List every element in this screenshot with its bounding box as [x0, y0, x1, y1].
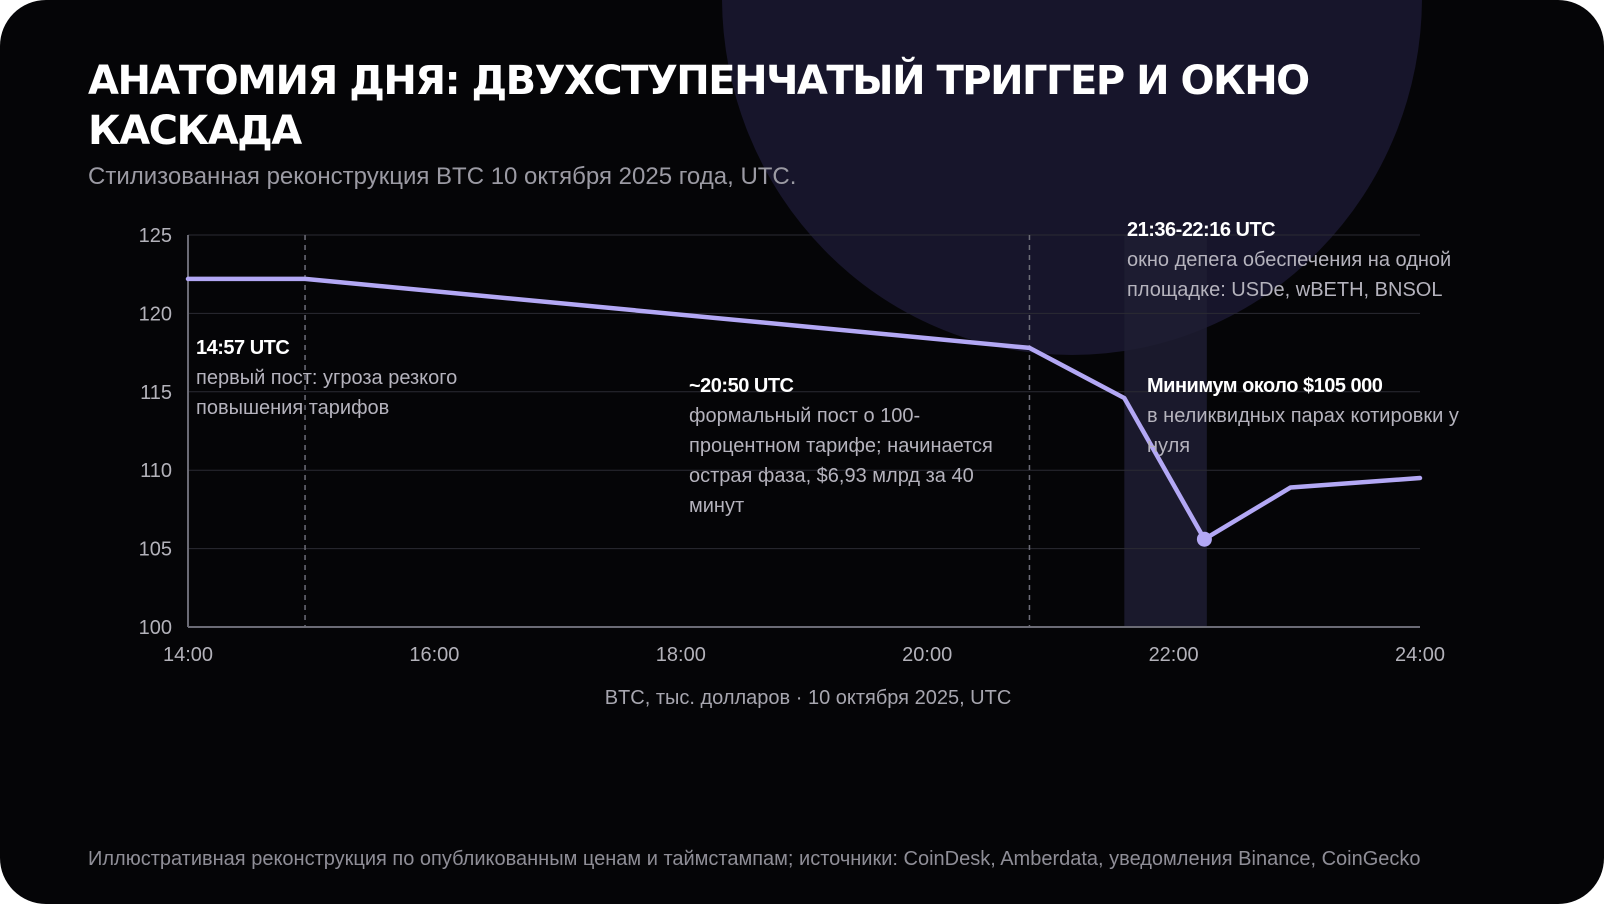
annotation-time: 14:57 UTC — [196, 337, 290, 359]
annotation-formal-post: ~20:50 UTC формальный пост о 100-процент… — [689, 371, 1009, 521]
page-title: АНАТОМИЯ ДНЯ: ДВУХСТУПЕНЧАТЫЙ ТРИГГЕР И … — [88, 58, 1310, 154]
x-axis-label: BTC, тыс. долларов · 10 октября 2025, UT… — [605, 687, 1012, 709]
annotation-text: формальный пост о 100-процентном тарифе;… — [689, 405, 993, 517]
annotation-depeg-window: 21:36-22:16 UTC окно депега обеспечения … — [1127, 215, 1457, 305]
annotation-first-post: 14:57 UTC первый пост: угроза резкого по… — [196, 333, 516, 423]
y-tick-label: 105 — [139, 539, 172, 561]
x-tick-label: 16:00 — [409, 644, 459, 666]
depeg-window-band — [1124, 235, 1207, 627]
btc-price-line — [185, 276, 1423, 542]
y-tick-label: 125 — [139, 225, 172, 247]
annotation-minimum: Минимум около $105 000 в неликвидных пар… — [1147, 371, 1492, 461]
annotation-text: первый пост: угроза резкого повышения та… — [196, 367, 458, 419]
y-tick-label: 100 — [139, 617, 172, 639]
annotation-time: ~20:50 UTC — [689, 375, 794, 397]
annotation-time: 21:36-22:16 UTC — [1127, 219, 1276, 241]
page-subtitle: Стилизованная реконструкция BTC 10 октяб… — [88, 163, 797, 190]
y-tick-label: 110 — [140, 460, 172, 482]
x-tick-label: 18:00 — [656, 644, 706, 666]
y-tick-label: 120 — [139, 303, 172, 325]
annotation-text: в неликвидных парах котировки у нуля — [1147, 405, 1459, 457]
source-footnote: Иллюстративная реконструкция по опублико… — [88, 848, 1421, 870]
y-tick-label: 115 — [140, 382, 172, 404]
annotation-text: окно депега обеспечения на одной площадк… — [1127, 249, 1452, 301]
annotation-time: Минимум около $105 000 — [1147, 375, 1383, 397]
minimum-point-marker — [1196, 531, 1212, 547]
x-tick-label: 24:00 — [1395, 644, 1445, 666]
x-tick-label: 20:00 — [902, 644, 952, 666]
x-tick-label: 22:00 — [1149, 644, 1199, 666]
x-tick-label: 14:00 — [163, 644, 213, 666]
